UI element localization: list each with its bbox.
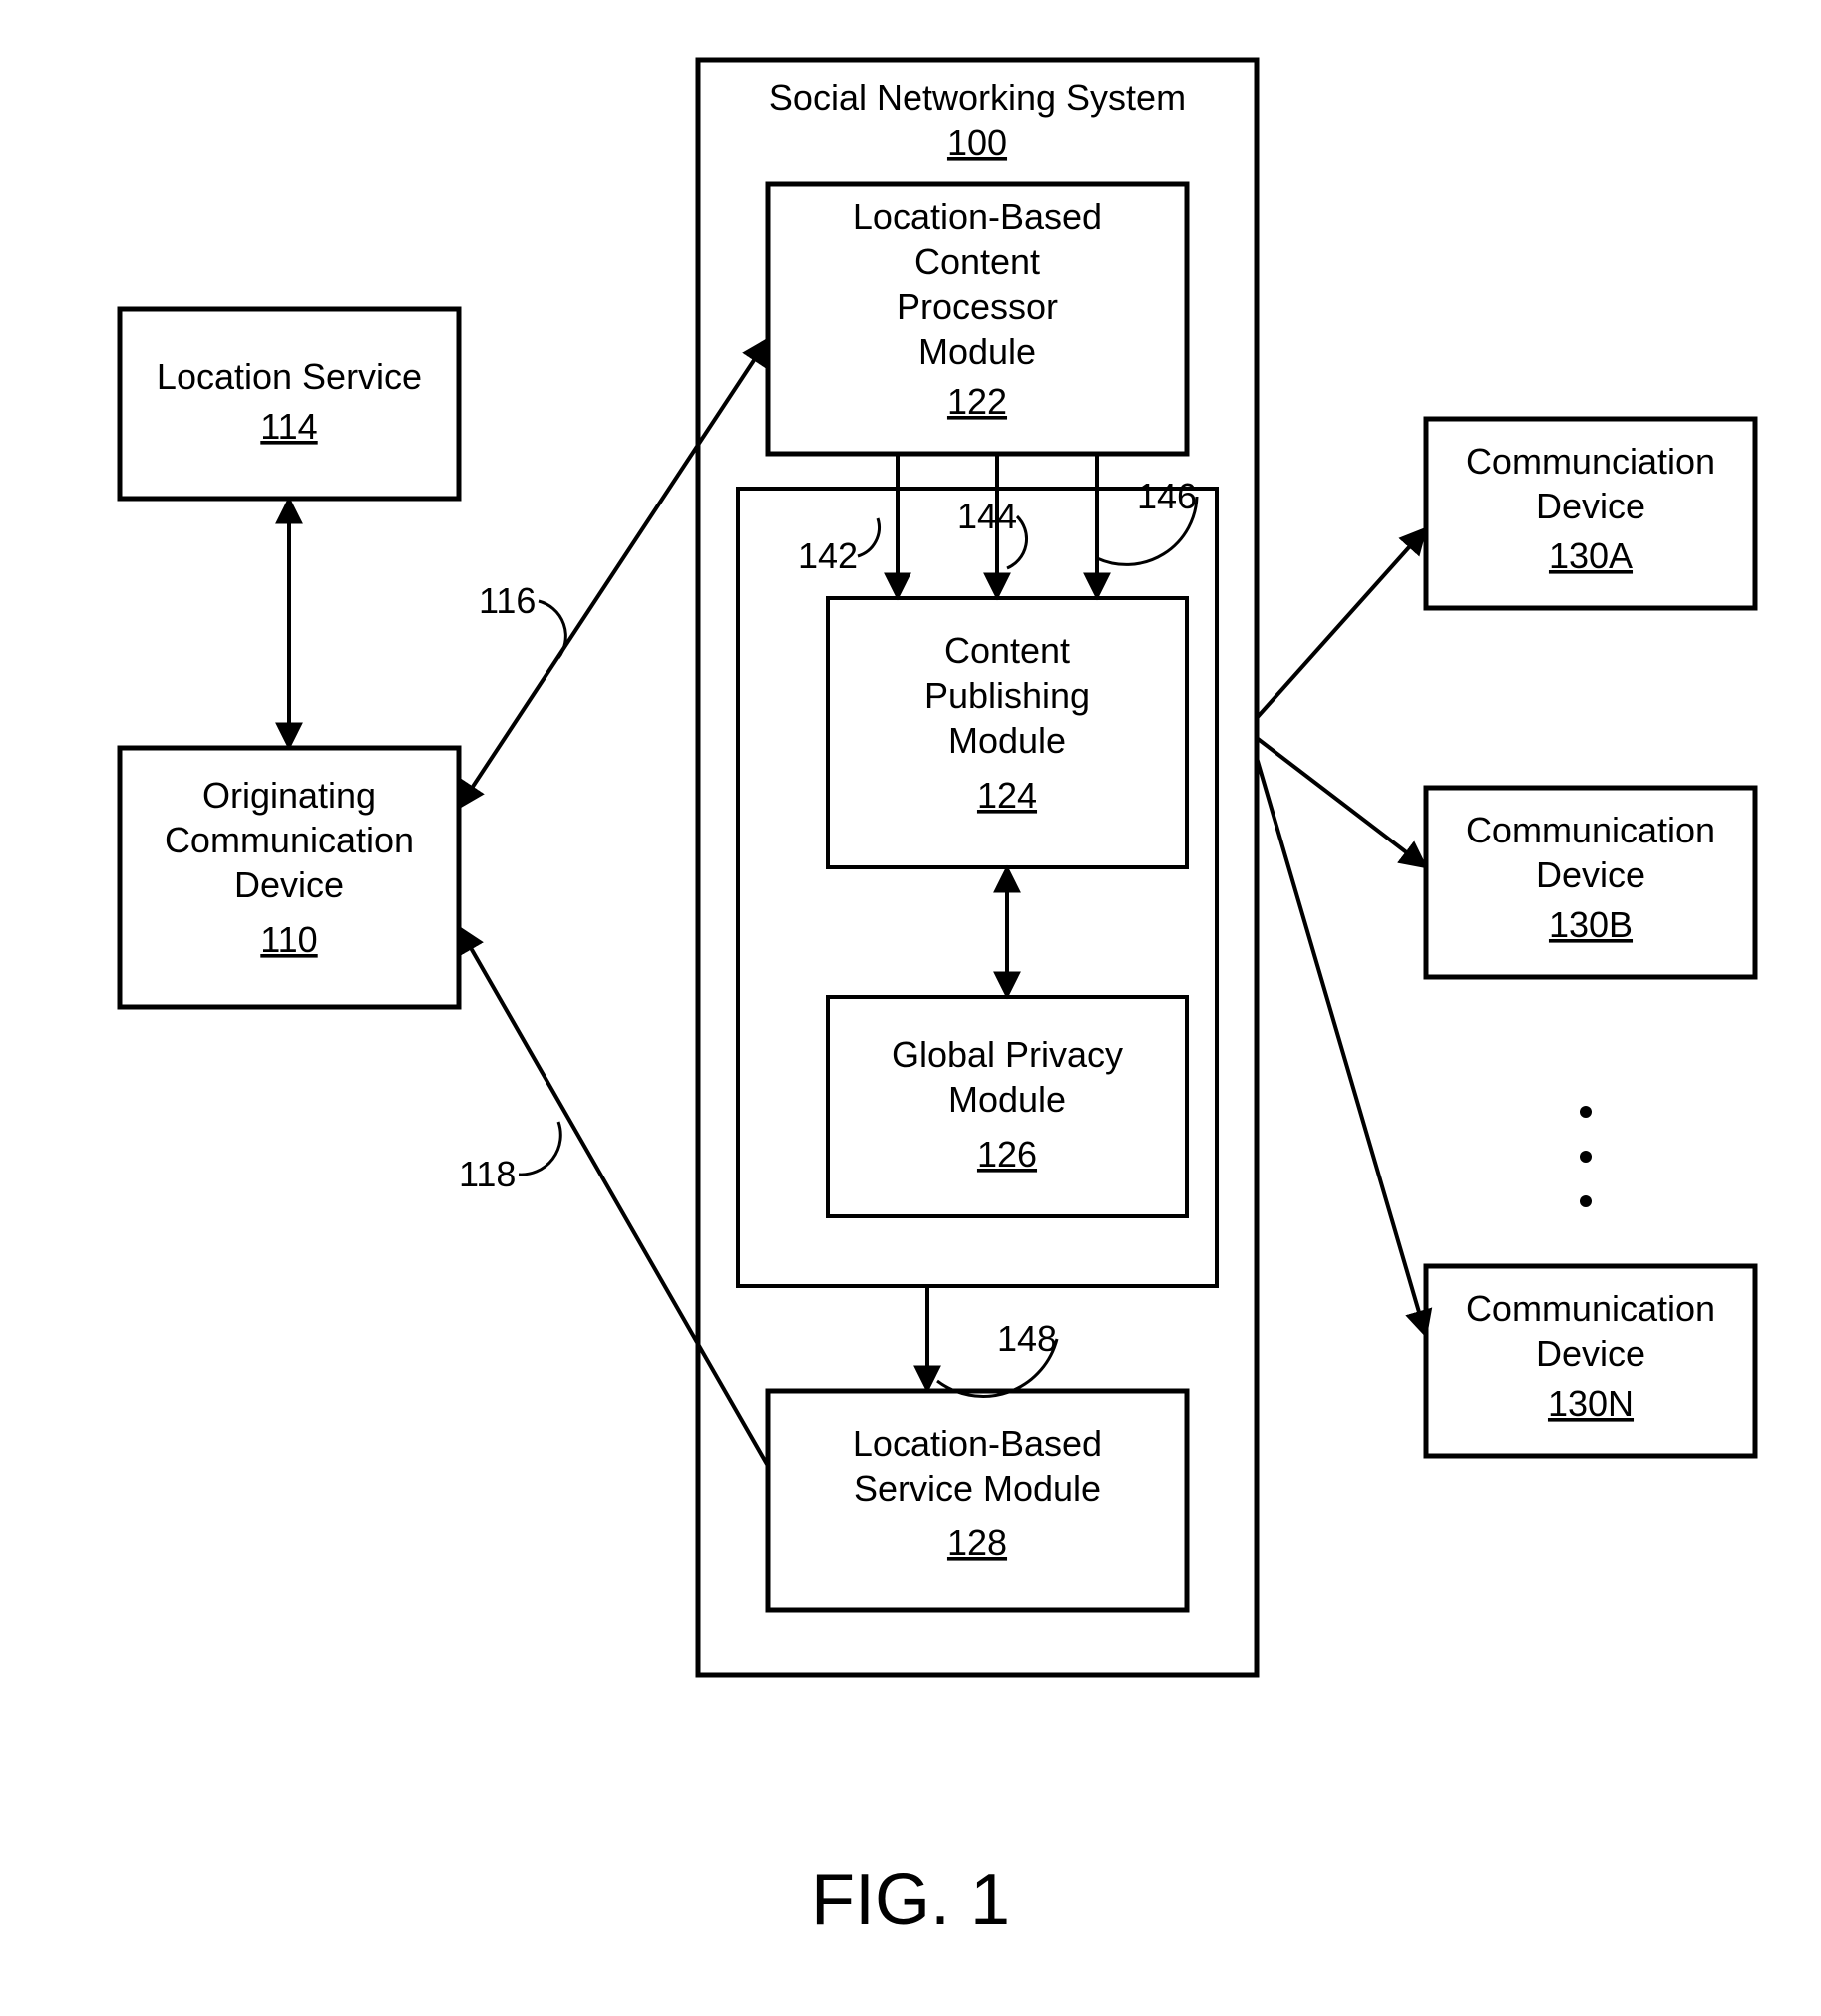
cpm-label-0: Content: [944, 630, 1070, 671]
gpm-ref: 126: [977, 1134, 1037, 1175]
lbsm-label-1: Service Module: [854, 1468, 1101, 1509]
orig_device-label-0: Originating: [202, 775, 376, 816]
cd_n-label-1: Device: [1536, 1333, 1645, 1374]
orig_device-ref: 110: [260, 919, 317, 960]
loc_service-box: Location Service 114: [120, 309, 459, 499]
ellipsis-dot-0: [1580, 1106, 1592, 1118]
cd_a-label-0: Communciation: [1466, 441, 1715, 482]
loc_service-label-0: Location Service: [157, 356, 422, 397]
orig_device-label-2: Device: [234, 864, 344, 905]
cd_n-ref: 130N: [1548, 1383, 1634, 1424]
lbcp-ref: 122: [947, 381, 1007, 422]
cpm-label-2: Module: [948, 720, 1066, 761]
cpm-box: ContentPublishingModule 124: [828, 598, 1187, 867]
lbsm-label-0: Location-Based: [853, 1423, 1102, 1464]
svg-text:148: 148: [997, 1318, 1057, 1359]
svg-text:144: 144: [957, 496, 1017, 536]
cd_n-label-0: Communication: [1466, 1288, 1715, 1329]
sns-label-0: Social Networking System: [769, 77, 1186, 118]
edge-cpm_cda: [1257, 528, 1426, 718]
edge-label-l118: 118: [459, 1122, 560, 1194]
lbcp-label-3: Module: [918, 331, 1036, 372]
lbsm-box: Location-BasedService Module 128: [768, 1391, 1187, 1610]
lbsm-ref: 128: [947, 1522, 1007, 1563]
lbcp-box: Location-BasedContentProcessorModule 122: [768, 184, 1187, 454]
cd_b-label-1: Device: [1536, 854, 1645, 895]
cd_b-label-0: Communication: [1466, 810, 1715, 850]
cpm-ref: 124: [977, 775, 1037, 816]
figure-label: FIG. 1: [811, 1860, 1010, 1940]
cd_a-label-1: Device: [1536, 486, 1645, 526]
svg-text:116: 116: [479, 580, 536, 621]
gpm-label-1: Module: [948, 1079, 1066, 1120]
sns-ref: 100: [947, 122, 1007, 163]
ellipsis-dot-1: [1580, 1151, 1592, 1163]
ellipsis-dot-2: [1580, 1195, 1592, 1207]
lbcp-label-2: Processor: [897, 286, 1058, 327]
cd_n-box: CommunicationDevice 130N: [1426, 1266, 1755, 1456]
cd_b-ref: 130B: [1549, 904, 1633, 945]
orig_device-label-1: Communication: [165, 820, 414, 860]
gpm-label-0: Global Privacy: [892, 1034, 1123, 1075]
edge-label-l116: 116: [479, 580, 565, 658]
cpm-label-1: Publishing: [924, 675, 1090, 716]
svg-text:118: 118: [459, 1154, 516, 1194]
cd_b-box: CommunicationDevice 130B: [1426, 788, 1755, 977]
gpm-box: Global PrivacyModule 126: [828, 997, 1187, 1216]
cd_a-box: CommunciationDevice 130A: [1426, 419, 1755, 608]
cd_a-ref: 130A: [1549, 535, 1633, 576]
lbcp-label-0: Location-Based: [853, 196, 1102, 237]
lbcp-label-1: Content: [914, 241, 1040, 282]
orig_device-box: OriginatingCommunicationDevice 110: [120, 748, 459, 1007]
loc_service-ref: 114: [260, 406, 317, 447]
svg-text:142: 142: [798, 535, 858, 576]
edge-cpm_cdn: [1257, 758, 1426, 1336]
svg-text:146: 146: [1137, 476, 1197, 516]
